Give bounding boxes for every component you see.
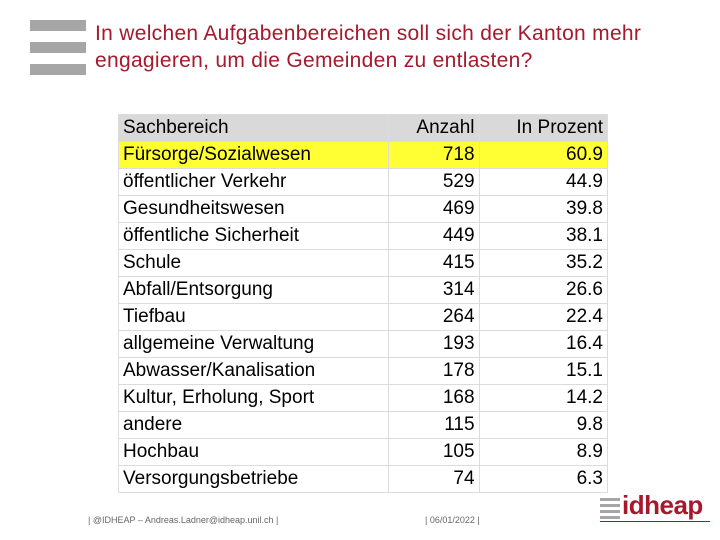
cell: öffentlicher Verkehr [117, 168, 390, 196]
table-row: öffentlicher Verkehr 529 44.9 [117, 168, 609, 196]
cell: 16.4 [478, 330, 609, 358]
cell: 193 [388, 330, 480, 358]
cell: 264 [388, 303, 480, 331]
table-row: Fürsorge/Sozialwesen 718 60.9 [117, 141, 609, 169]
table-row: allgemeine Verwaltung 193 16.4 [117, 330, 609, 358]
cell: 44.9 [478, 168, 609, 196]
cell: 35.2 [478, 249, 609, 277]
cell: 9.8 [478, 411, 609, 439]
cell: 6.3 [478, 465, 609, 493]
footer-author: | @IDHEAP – Andreas.Ladner@idheap.unil.c… [88, 515, 279, 525]
cell: 26.6 [478, 276, 609, 304]
column-header: Anzahl [388, 114, 480, 142]
cell: Fürsorge/Sozialwesen [117, 141, 390, 169]
cell: 115 [388, 411, 480, 439]
cell: 529 [388, 168, 480, 196]
table: Sachbereich Anzahl In Prozent Fürsorge/Sozi… [117, 114, 609, 493]
table-row: öffentliche Sicherheit 449 38.1 [117, 222, 609, 250]
table-row: andere 115 9.8 [117, 411, 609, 439]
cell: 105 [388, 438, 480, 466]
table-row: Abfall/Entsorgung 314 26.6 [117, 276, 609, 304]
cell: Tiefbau [117, 303, 390, 331]
cell: 178 [388, 357, 480, 385]
footer-date: | 06/01/2022 | [425, 515, 480, 525]
footer-rule [600, 521, 710, 522]
cell: 39.8 [478, 195, 609, 223]
cell: 718 [388, 141, 480, 169]
column-header: Sachbereich [117, 114, 390, 142]
table-row: Abwasser/Kanalisation 178 15.1 [117, 357, 609, 385]
table-row: Gesundheitswesen 469 39.8 [117, 195, 609, 223]
cell: 168 [388, 384, 480, 412]
title: In welchen Aufgabenbereichen soll sich d… [95, 22, 642, 72]
header-row: Sachbereich Anzahl In Prozent [117, 114, 609, 142]
cell: allgemeine Verwaltung [117, 330, 390, 358]
cell: 60.9 [478, 141, 609, 169]
cell: Hochbau [117, 438, 390, 466]
column-header: In Prozent [478, 114, 609, 142]
logo-text: idheap [622, 490, 703, 520]
logo: idheap [600, 490, 710, 522]
table-row: Tiefbau 264 22.4 [117, 303, 609, 331]
cell: 15.1 [478, 357, 609, 385]
cell: öffentliche Sicherheit [117, 222, 390, 250]
table-row: Versorgungsbetriebe 74 6.3 [117, 465, 609, 493]
cell: 74 [388, 465, 480, 493]
cell: 314 [388, 276, 480, 304]
cell: 449 [388, 222, 480, 250]
cell: 415 [388, 249, 480, 277]
cell: Schule [117, 249, 390, 277]
cell: Kultur, Erholung, Sport [117, 384, 390, 412]
cell: Abfall/Entsorgung [117, 276, 390, 304]
cell: 22.4 [478, 303, 609, 331]
table-row: Kultur, Erholung, Sport 168 14.2 [117, 384, 609, 412]
cell: andere [117, 411, 390, 439]
table-row: Schule 415 35.2 [117, 249, 609, 277]
table-row: Hochbau 105 8.9 [117, 438, 609, 466]
cell: Versorgungsbetriebe [117, 465, 390, 493]
cell: 14.2 [478, 384, 609, 412]
cell: Abwasser/Kanalisation [117, 357, 390, 385]
cell: 38.1 [478, 222, 609, 250]
cell: 469 [388, 195, 480, 223]
cell: Gesundheitswesen [117, 195, 390, 223]
cell: 8.9 [478, 438, 609, 466]
